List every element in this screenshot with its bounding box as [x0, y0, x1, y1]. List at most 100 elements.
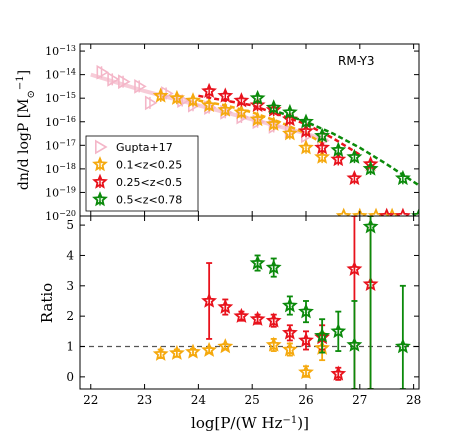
top-star-marker: [217, 101, 234, 117]
top-panel-plot-area: [90, 64, 419, 216]
top-star-marker: [217, 87, 234, 103]
top-triangle-marker: [252, 114, 266, 130]
ratio-star-marker: [168, 344, 185, 360]
top-star-marker: [233, 103, 250, 120]
bottom-y-tick-label-4: 4: [66, 248, 74, 262]
top-triangle-marker: [96, 64, 110, 80]
top-triangle-marker: [134, 79, 147, 94]
top-star-marker: [330, 151, 347, 167]
top-star-marker: [185, 92, 201, 108]
bottom-y-tick-label-0: 0: [66, 370, 74, 384]
legend-label-2: 0.25<z<0.5: [116, 176, 182, 189]
x-tick-label-24: 24: [191, 393, 207, 407]
legend-star-marker: [92, 156, 108, 172]
top-star-marker: [168, 89, 185, 105]
svg-text:dn/d logP [M⊙−1]: dn/d logP [M⊙−1]: [15, 70, 37, 190]
bottom-panel-frame: [79, 215, 420, 390]
legend-label-0: Gupta+17: [116, 141, 173, 154]
top-panel-axes: 10−13 10−14 10−15 10−16 10−17 10−18 10−19 10−20: [45, 44, 419, 223]
top-star-marker: [346, 169, 363, 186]
ratio-star-marker: [298, 332, 314, 348]
top-star-marker: [411, 207, 419, 216]
x-tick-label-23: 23: [137, 393, 152, 407]
legend-label-1: 0.1<z<0.25: [116, 159, 182, 172]
fit-line-3: [278, 111, 419, 187]
top-star-marker: [265, 115, 282, 131]
top-star-marker: [233, 92, 250, 108]
top-y-tick-label: 10−20: [45, 209, 76, 224]
bottom-panel-plot-area: [80, 216, 419, 389]
ratio-star-marker: [217, 298, 234, 314]
top-triangle-marker: [268, 119, 282, 134]
ratio-star-marker: [217, 338, 234, 354]
top-star-marker: [362, 160, 379, 176]
top-star-marker: [335, 207, 352, 216]
ratio-star-marker: [394, 338, 411, 354]
top-y-tick-label: 10−14: [45, 67, 76, 82]
ratio-star-marker: [265, 336, 282, 352]
bottom-y-axis-label: Ratio: [38, 283, 56, 323]
ratio-star-marker: [346, 336, 363, 352]
top-star-marker: [152, 87, 169, 103]
bottom-y-tick-label-2: 2: [66, 309, 74, 323]
svg-text:Ratio: Ratio: [38, 283, 56, 323]
bottom-y-tick-label-1: 1: [66, 340, 74, 354]
legend-triangle-marker: [95, 139, 108, 155]
top-y-tick-label: 10−17: [45, 138, 76, 153]
panel-annotation: RM-Y3: [338, 54, 375, 68]
top-star-marker: [314, 139, 331, 155]
top-star-marker: [314, 148, 331, 164]
top-star-marker: [265, 99, 282, 115]
ratio-star-marker: [330, 365, 347, 381]
ratio-star-marker: [281, 324, 298, 340]
ratio-star-marker: [281, 297, 298, 313]
legend-label-3: 0.5<z<0.78: [116, 194, 182, 207]
top-star-marker: [201, 96, 218, 112]
top-star-marker: [367, 207, 384, 216]
top-star-marker: [378, 207, 395, 216]
ratio-star-marker: [281, 341, 298, 357]
top-star-marker: [314, 127, 331, 143]
x-tick-label-25: 25: [245, 393, 260, 407]
ratio-star-marker: [201, 341, 218, 357]
bottom-y-tick-label-3: 3: [66, 279, 74, 293]
x-axis-label: log[P/(W Hz−1)]: [191, 414, 309, 432]
top-y-tick-label: 10−18: [45, 161, 76, 176]
ratio-star-marker: [201, 292, 218, 308]
top-triangle-marker: [118, 74, 131, 90]
fit-line-2: [198, 94, 361, 156]
ratio-star-marker: [233, 307, 250, 323]
top-star-marker: [330, 141, 347, 157]
ratio-star-marker: [362, 218, 379, 234]
top-star-marker: [282, 103, 298, 120]
x-tick-label-26: 26: [298, 393, 313, 407]
top-y-axis-label: dn/d logP [M⊙−1]: [15, 70, 37, 190]
top-star-marker: [298, 113, 314, 129]
top-y-tick-label: 10−15: [45, 91, 76, 106]
ratio-star-marker: [249, 254, 266, 270]
top-triangle-marker: [144, 95, 158, 111]
ratio-star-marker: [185, 343, 201, 359]
legend-star-marker: [92, 191, 108, 207]
top-star-marker: [282, 125, 298, 141]
top-star-marker: [249, 89, 266, 105]
x-tick-label-28: 28: [406, 393, 421, 407]
ratio-star-marker: [314, 327, 331, 343]
top-star-marker: [201, 82, 217, 98]
top-star-marker: [394, 207, 411, 216]
ratio-star-marker: [152, 345, 169, 361]
top-y-tick-label: 10−16: [45, 114, 76, 128]
top-star-marker: [394, 169, 411, 186]
top-star-marker: [346, 148, 363, 164]
x-tick-label-27: 27: [352, 393, 367, 407]
top-star-marker: [249, 111, 266, 127]
ratio-star-marker: [265, 312, 282, 328]
ratio-star-marker: [346, 260, 363, 276]
legend-star-marker: [92, 173, 108, 189]
legend: Gupta+17 0.1<z<0.25 0.25<z<0.5 0.5<z<0.78: [85, 135, 199, 212]
top-star-marker: [298, 122, 314, 138]
top-triangle-marker: [204, 100, 217, 116]
top-star-marker: [298, 139, 314, 155]
top-y-tick-label: 10−13: [45, 44, 76, 59]
